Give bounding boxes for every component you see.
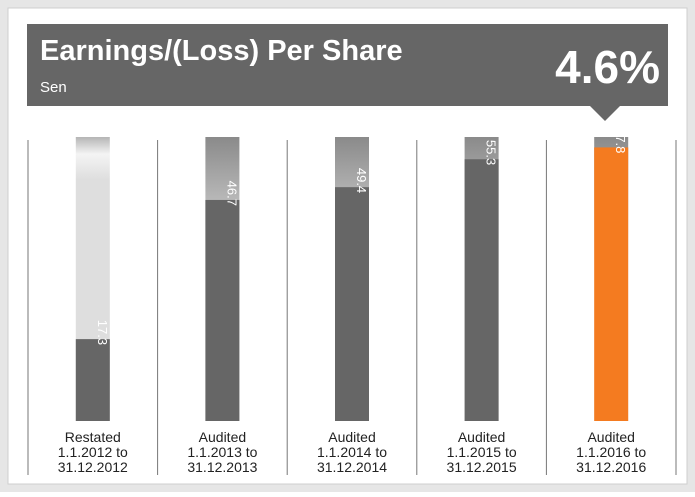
bar [594, 147, 629, 421]
bar [75, 339, 110, 421]
x-tick-label: Restated 1.1.2012 to 31.12.2012 [58, 429, 128, 475]
value-label: 49.4 [354, 168, 369, 193]
pointer [590, 106, 620, 121]
highlight: 4.6% [555, 41, 660, 93]
value-label: 55.3 [484, 140, 499, 165]
bar [464, 159, 499, 421]
bar [205, 199, 240, 421]
subtitle: Sen [40, 79, 67, 96]
header [27, 24, 668, 106]
x-tick-label: Audited 1.1.2016 to 31.12.2016 [576, 429, 646, 475]
x-tick-label: Audited 1.1.2014 to 31.12.2014 [317, 429, 387, 475]
value-label: 57.8 [613, 128, 628, 153]
x-tick-label: Audited 1.1.2013 to 31.12.2013 [187, 429, 257, 475]
x-tick-label: Audited 1.1.2015 to 31.12.2015 [447, 429, 517, 475]
bar [335, 187, 369, 421]
value-label: 46.7 [224, 181, 239, 206]
chart-title: Earnings/(Loss) Per Share [40, 35, 403, 67]
value-label: 17.3 [95, 320, 110, 345]
